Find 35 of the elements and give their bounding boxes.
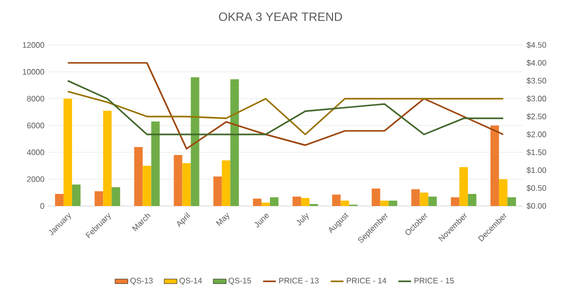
bar: [174, 155, 182, 206]
bar: [468, 194, 476, 206]
bar: [270, 197, 278, 206]
bar: [252, 198, 262, 206]
bar: [261, 202, 270, 206]
bar: [301, 198, 310, 206]
bar: [380, 200, 389, 206]
bar: [230, 79, 239, 206]
bar: [72, 184, 81, 206]
bar: [450, 197, 460, 206]
bar: [55, 194, 64, 206]
bar: [372, 188, 380, 206]
bar: [64, 98, 72, 206]
bar: [222, 160, 230, 206]
bar: [388, 200, 398, 206]
bar: [332, 194, 341, 206]
bar: [112, 187, 120, 206]
bar: [142, 166, 152, 206]
chart-title: OKRA 3 YEAR TREND: [218, 12, 342, 21]
bar: [428, 196, 437, 206]
bar: [411, 189, 420, 206]
bar: [213, 176, 222, 206]
bar: [94, 191, 104, 206]
bar: [103, 110, 112, 206]
bar: [292, 196, 302, 206]
bar: [490, 126, 499, 206]
bar: [190, 77, 200, 206]
bar: [151, 121, 160, 206]
bar: [340, 200, 350, 206]
bar: [420, 192, 428, 206]
bar: [507, 197, 516, 206]
bar: [134, 146, 143, 206]
bar: [498, 179, 508, 206]
bar: [459, 167, 468, 206]
bar: [182, 163, 191, 206]
